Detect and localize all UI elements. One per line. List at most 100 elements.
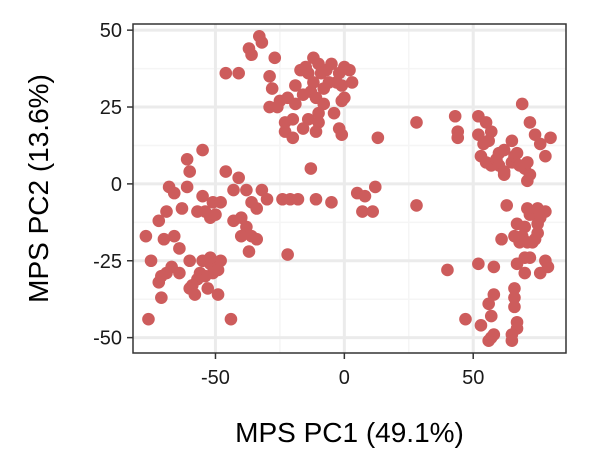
data-point (474, 319, 488, 332)
data-point (255, 36, 269, 49)
data-point (160, 205, 173, 218)
data-point (322, 76, 336, 89)
data-point (335, 128, 349, 141)
data-point (472, 257, 485, 271)
data-point (219, 165, 233, 178)
data-point (250, 202, 264, 215)
x-axis: -50 0 50 (201, 353, 484, 389)
y-tick-label: -50 (93, 328, 122, 350)
data-point (497, 168, 511, 181)
data-point (521, 174, 534, 188)
data-point (309, 125, 323, 138)
y-axis: 50 25 0 -25 -50 (93, 20, 133, 350)
data-point (500, 199, 514, 212)
data-point (265, 82, 279, 95)
data-point (325, 196, 338, 209)
data-point (240, 220, 253, 234)
data-point (157, 232, 171, 246)
data-point (139, 229, 153, 243)
data-point (142, 312, 155, 326)
data-point (505, 334, 519, 348)
data-point (183, 165, 197, 178)
data-point (343, 63, 356, 77)
data-point (309, 192, 323, 206)
data-point (510, 146, 524, 160)
x-tick-label: -50 (201, 367, 230, 389)
data-point (232, 171, 245, 185)
data-point (518, 266, 532, 280)
data-point (211, 288, 225, 301)
y-tick-label: 0 (111, 174, 122, 196)
data-point (508, 229, 521, 243)
data-point (260, 192, 274, 206)
data-point (144, 254, 158, 268)
data-point (240, 183, 253, 197)
data-point (291, 192, 305, 206)
x-axis-title: MPS PC1 (49.1%) (235, 417, 464, 448)
data-point (175, 202, 189, 215)
data-point (356, 205, 369, 218)
data-point (281, 248, 294, 261)
data-point (214, 254, 227, 268)
data-point (544, 131, 557, 145)
data-point (541, 260, 555, 274)
data-point (188, 288, 202, 301)
data-point (271, 100, 284, 114)
y-tick-label: 50 (100, 20, 122, 42)
data-point (338, 91, 351, 105)
data-point (183, 254, 197, 268)
data-point (304, 162, 318, 175)
data-point (539, 149, 552, 163)
data-point (487, 288, 501, 301)
data-point (242, 245, 256, 258)
data-point (410, 116, 423, 129)
data-point (345, 76, 359, 89)
data-point (459, 312, 472, 326)
data-point (250, 232, 264, 246)
data-point (152, 214, 166, 228)
data-point (173, 242, 186, 255)
data-point (224, 312, 238, 326)
y-tick-label: -25 (93, 251, 122, 273)
data-point (448, 109, 462, 123)
data-point (366, 205, 379, 218)
data-point (472, 128, 485, 141)
data-point (289, 79, 302, 92)
data-point (286, 131, 300, 145)
y-axis-title: MPS PC2 (13.6%) (23, 74, 54, 303)
data-point (487, 260, 501, 274)
data-point (180, 152, 194, 166)
data-point (296, 122, 310, 135)
data-point (482, 334, 495, 348)
data-point (495, 232, 508, 246)
data-point (196, 189, 209, 203)
data-point (368, 180, 382, 194)
data-point (358, 189, 372, 203)
data-point (214, 196, 227, 209)
data-point (180, 180, 194, 194)
data-point (317, 97, 331, 111)
data-point (533, 137, 547, 151)
data-point (263, 69, 276, 83)
data-point (167, 186, 181, 200)
data-point (528, 128, 542, 141)
data-point (508, 291, 521, 304)
data-point (219, 66, 233, 80)
data-point (521, 156, 534, 169)
data-point (196, 143, 209, 157)
data-point (312, 106, 325, 120)
data-point (232, 66, 245, 80)
x-tick-label: 50 (462, 367, 484, 389)
data-point (155, 291, 168, 304)
data-point (510, 257, 524, 271)
data-point (497, 143, 511, 157)
data-point (301, 113, 315, 126)
data-point (286, 113, 300, 126)
panel-border (132, 23, 567, 354)
data-point (410, 199, 423, 212)
data-point (531, 217, 544, 231)
data-point (255, 183, 269, 197)
x-tick-label: 0 (339, 367, 350, 389)
data-point (451, 131, 465, 145)
